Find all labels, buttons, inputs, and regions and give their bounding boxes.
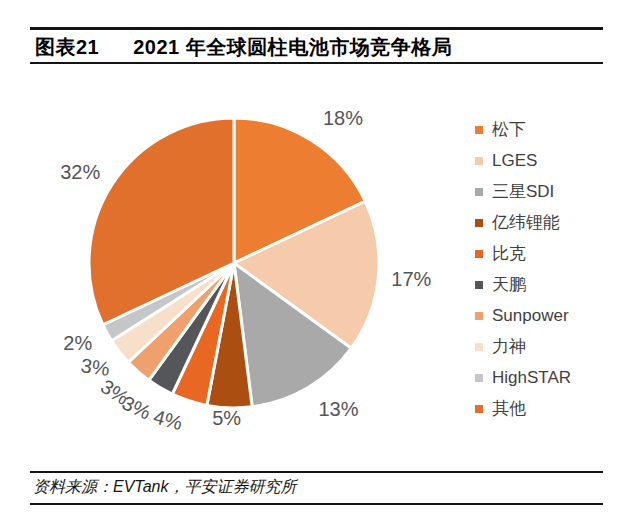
header-divider-rule (30, 62, 603, 64)
legend-swatch-icon (475, 281, 483, 289)
pie-label-比克: 4% (151, 405, 185, 434)
figure-number: 图表21 (35, 34, 99, 61)
pie-label-三星SDI: 13% (318, 398, 358, 420)
legend-swatch-icon (475, 219, 483, 227)
legend-item-Sunpower: Sunpower (475, 300, 571, 331)
pie-label-其他: 32% (60, 161, 100, 183)
pie-chart: 18%17%13%5%4%3%3%3%2%32% (30, 95, 460, 440)
legend-label: 力神 (492, 335, 526, 358)
legend-label: LGES (492, 151, 537, 171)
legend-item-天鹏: 天鹏 (475, 269, 571, 300)
legend-item-力神: 力神 (475, 331, 571, 362)
legend-item-HighSTAR: HighSTAR (475, 362, 571, 393)
legend-swatch-icon (475, 126, 483, 134)
legend-label: 亿纬锂能 (492, 211, 560, 234)
legend-item-亿纬锂能: 亿纬锂能 (475, 207, 571, 238)
top-rule (30, 27, 603, 30)
legend-label: 松下 (492, 118, 526, 141)
legend-item-三星SDI: 三星SDI (475, 176, 571, 207)
chart-legend: 松下 LGES 三星SDI 亿纬锂能比克天鹏 Sunpower 力神 HighSTAR 其他 (475, 114, 571, 424)
pie-label-松下: 18% (323, 107, 363, 129)
pie-label-力神: 3% (79, 354, 111, 380)
report-figure: 图表21 2021 年全球圆柱电池市场竞争格局 18% 17% 13% 5% 4% 3% 3… (0, 0, 640, 525)
figure-title: 2021 年全球圆柱电池市场竞争格局 (133, 34, 452, 61)
legend-item-其他: 其他 (475, 393, 571, 424)
legend-swatch-icon (475, 157, 483, 165)
legend-label: 天鹏 (492, 273, 526, 296)
pie-label-亿纬锂能: 5% (212, 407, 241, 429)
source-note: 资料来源：EVTank，平安证券研究所 (33, 477, 296, 498)
legend-swatch-icon (475, 343, 483, 351)
legend-label: 三星SDI (492, 180, 554, 203)
pie-label-LGES: 17% (391, 268, 431, 290)
legend-swatch-icon (475, 374, 483, 382)
legend-item-LGES: LGES (475, 145, 571, 176)
legend-label: HighSTAR (492, 368, 571, 388)
figure-header: 图表21 2021 年全球圆柱电池市场竞争格局 (35, 34, 452, 61)
legend-swatch-icon (475, 312, 483, 320)
legend-swatch-icon (475, 405, 483, 413)
legend-swatch-icon (475, 188, 483, 196)
footer-top-rule (30, 471, 603, 473)
legend-swatch-icon (475, 250, 483, 258)
legend-label: 其他 (492, 397, 526, 420)
footer-bottom-rule (30, 503, 603, 505)
legend-label: Sunpower (492, 306, 569, 326)
legend-item-松下: 松下 (475, 114, 571, 145)
pie-label-HighSTAR: 2% (63, 332, 92, 354)
legend-label: 比克 (492, 242, 526, 265)
legend-item-比克: 比克 (475, 238, 571, 269)
